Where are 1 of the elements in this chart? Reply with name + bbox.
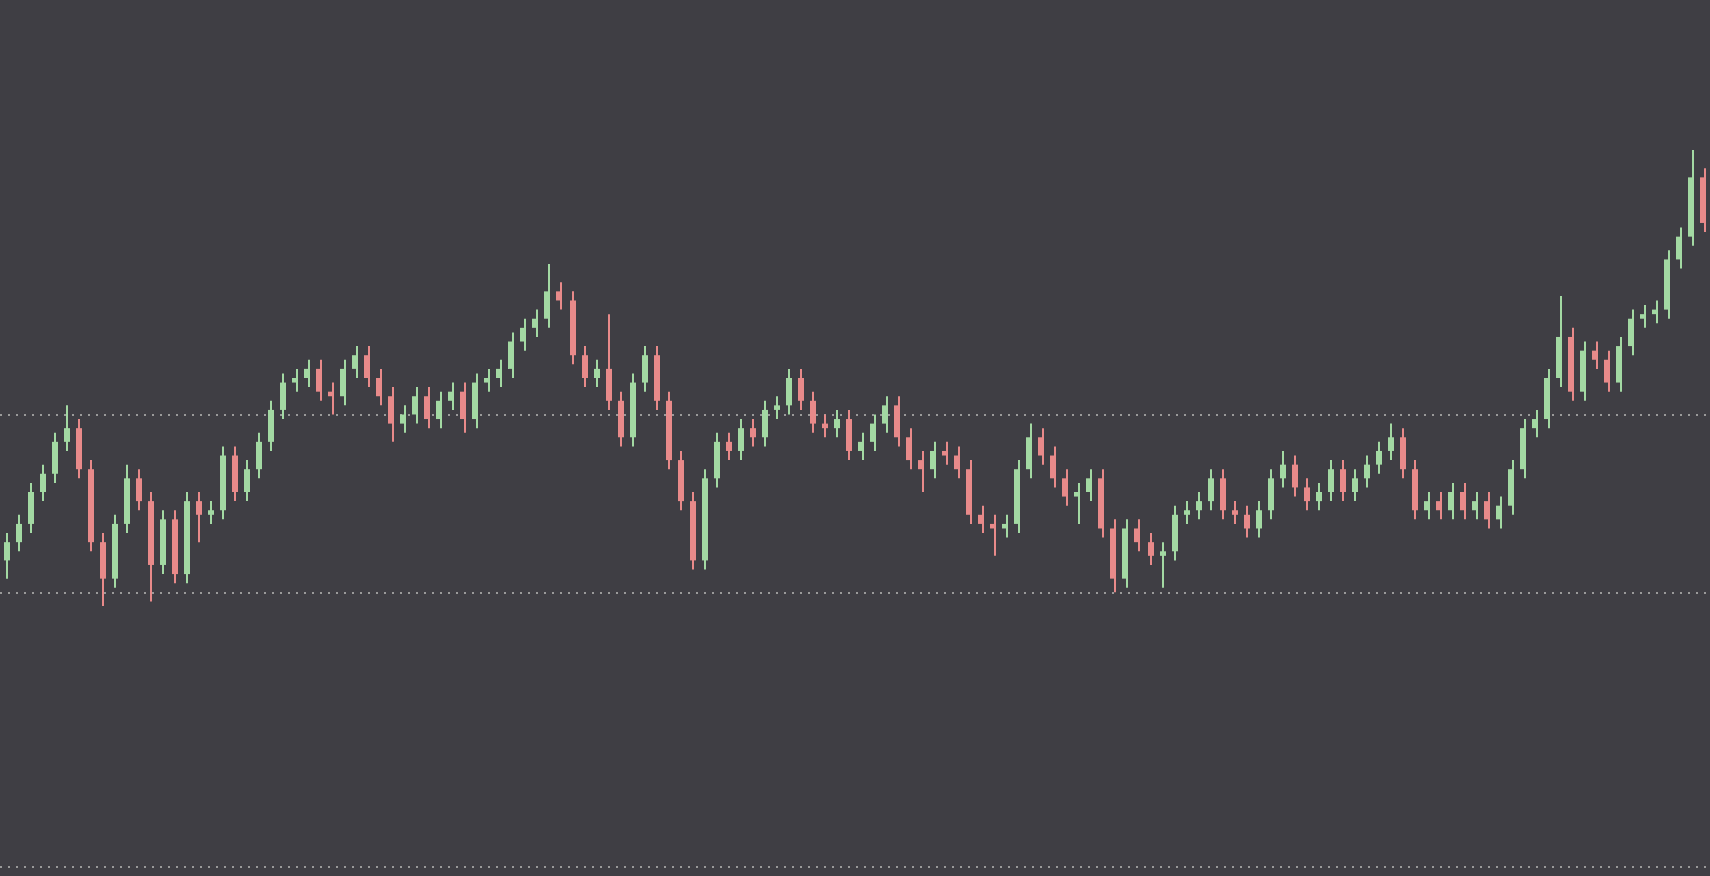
- candlestick: [1160, 542, 1166, 588]
